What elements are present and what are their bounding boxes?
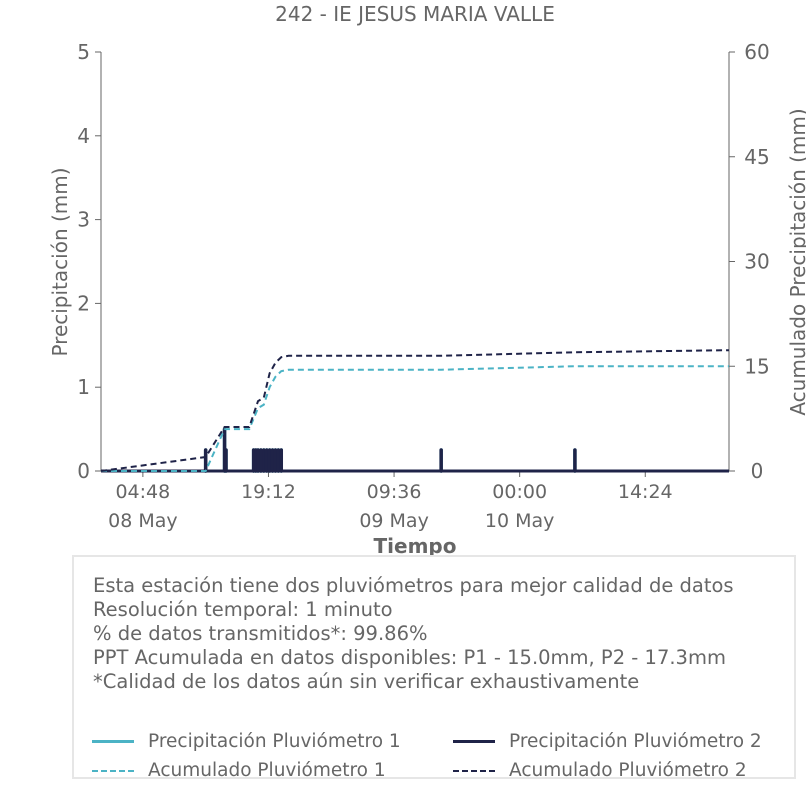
legend-label: Acumulado Pluviómetro 1 (148, 760, 386, 781)
legend-swatch-solid-dark (453, 740, 495, 743)
info-line-transmitted: % de datos transmitidos*: 99.86% (93, 622, 428, 645)
legend-item-p1-precip: Precipitación Pluviómetro 1 (92, 731, 401, 752)
y2-tick-label: 30 (744, 250, 769, 274)
info-box: Esta estación tiene dos pluviómetros par… (72, 555, 796, 781)
x-tick-label: 14:24 (618, 481, 673, 503)
info-lines: Esta estación tiene dos pluviómetros par… (93, 574, 734, 694)
info-line-accumulated: PPT Acumulada en datos disponibles: P1 -… (93, 646, 726, 669)
x-tick-label: 00:00 (492, 481, 547, 503)
legend-item-p1-accum: Acumulado Pluviómetro 1 (92, 760, 386, 781)
legend: Precipitación Pluviómetro 1 Precipitació… (92, 727, 782, 783)
legend-label: Acumulado Pluviómetro 2 (509, 760, 747, 781)
y2-tick-label: 60 (744, 40, 769, 64)
chart-title: 242 - IE JESUS MARIA VALLE (275, 2, 555, 26)
info-line-resolution: Resolución temporal: 1 minuto (93, 598, 393, 621)
y-tick-label: 2 (77, 291, 90, 315)
x-date-label: 10 May (485, 510, 555, 532)
info-line-dual-gauges: Esta estación tiene dos pluviómetros par… (93, 574, 734, 597)
x-date-label: 09 May (359, 510, 429, 532)
legend-label: Precipitación Pluviómetro 2 (509, 731, 762, 752)
y2-axis-label: Acumulado Precipitación (mm) (786, 108, 806, 415)
y-tick-label: 4 (77, 124, 90, 148)
legend-item-p2-precip: Precipitación Pluviómetro 2 (453, 731, 762, 752)
x-tick-label: 09:36 (367, 481, 422, 503)
accum-line (100, 349, 730, 472)
x-tick-label: 04:48 (115, 481, 170, 503)
precipitation-chart: 242 - IE JESUS MARIA VALLE 0123450153045… (48, 2, 806, 558)
y2-tick-label: 15 (744, 354, 769, 378)
y-tick-label: 1 (77, 375, 90, 399)
y-tick-label: 5 (77, 40, 90, 64)
y2-tick-label: 0 (751, 459, 764, 483)
legend-swatch-dashed-dark (453, 769, 495, 772)
y2-tick-label: 45 (744, 145, 769, 169)
legend-item-p2-accum: Acumulado Pluviómetro 2 (453, 760, 747, 781)
y-tick-label: 3 (77, 208, 90, 232)
accum-line (101, 365, 729, 472)
x-date-label: 08 May (108, 510, 178, 532)
info-line-quality-note: *Calidad de los datos aún sin verificar … (93, 670, 640, 693)
y-axis-label: Precipitación (mm) (48, 167, 72, 356)
x-axis-label: Tiempo (374, 534, 457, 558)
legend-swatch-dashed-light (92, 769, 134, 772)
y-tick-label: 0 (77, 459, 90, 483)
legend-swatch-solid-light (92, 740, 134, 743)
x-tick-label: 19:12 (241, 481, 296, 503)
legend-label: Precipitación Pluviómetro 1 (148, 731, 401, 752)
